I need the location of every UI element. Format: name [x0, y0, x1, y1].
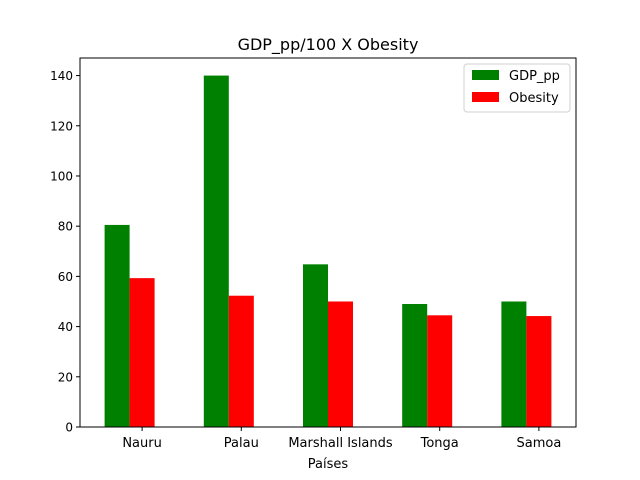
legend-label: Obesity [509, 91, 559, 106]
x-axis: Nauru Palau Marshall Islands Tonga Samoa [122, 427, 561, 451]
y-tick-label: 100 [50, 169, 73, 183]
x-tick-label: Tonga [420, 436, 459, 451]
plot-frame [79, 57, 577, 428]
bar-gdp-pp-nauru [104, 224, 130, 427]
y-axis: 0 20 40 60 80 100 120 140 [50, 69, 80, 435]
bar-gdp-pp-samoa [501, 301, 527, 427]
y-tick-label: 20 [58, 370, 73, 384]
y-tick-label: 140 [50, 69, 73, 83]
bar-obesity-samoa [526, 316, 552, 427]
x-tick-label: Marshall Islands [288, 436, 393, 451]
legend-swatch [472, 70, 499, 80]
y-tick-label: 80 [58, 220, 73, 234]
legend: GDP_pp Obesity [463, 63, 571, 113]
y-tick-label: 120 [50, 119, 73, 133]
bar-gdp-pp-marshall-islands [303, 264, 328, 427]
bar-gdp-pp-tonga [402, 304, 428, 427]
y-tick-label: 0 [65, 421, 73, 435]
x-tick-label: Palau [224, 436, 259, 451]
y-tick-label: 40 [58, 320, 73, 334]
x-axis-label: Países [308, 457, 349, 472]
bar-obesity-tonga [427, 315, 453, 427]
x-tick-label: Nauru [122, 436, 162, 451]
bar-obesity-nauru [129, 278, 155, 427]
y-tick-label: 60 [58, 270, 73, 284]
x-tick-label: Samoa [516, 436, 561, 451]
bar-obesity-palau [228, 295, 254, 427]
bar-obesity-marshall-islands [328, 301, 353, 427]
bar-gdp-pp-palau [203, 75, 229, 428]
chart-title: GDP_pp/100 X Obesity [238, 35, 419, 55]
bars-group [104, 75, 552, 428]
legend-swatch [472, 92, 499, 102]
legend-label: GDP_pp [509, 69, 560, 84]
